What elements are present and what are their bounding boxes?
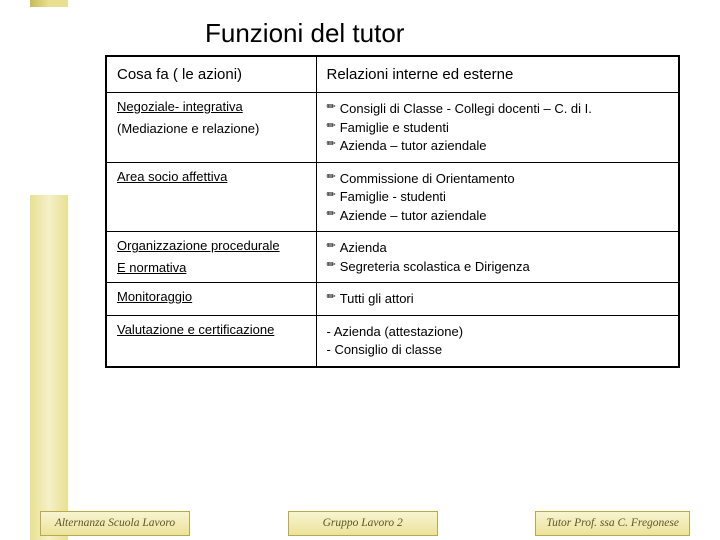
bullet-icon: ✏ <box>327 188 336 203</box>
table-header-col1: Cosa fa ( le azioni) <box>106 56 316 93</box>
sidebar-accent-top <box>30 0 68 7</box>
slide-title: Funzioni del tutor <box>205 18 404 49</box>
bullet-item: ✏ Consigli di Classe - Collegi docenti –… <box>327 100 669 118</box>
bullet-item: ✏ Azienda – tutor aziendale <box>327 137 669 155</box>
bullet-icon: ✏ <box>327 100 336 115</box>
left-line: (Mediazione e relazione) <box>117 121 306 136</box>
table-cell-right: ✏ Commissione di Orientamento✏ Famiglie … <box>316 162 679 232</box>
table-header-col2: Relazioni interne ed esterne <box>316 56 679 93</box>
table-cell-right: ✏ Consigli di Classe - Collegi docenti –… <box>316 93 679 163</box>
left-line: Area socio affettiva <box>117 169 306 184</box>
footer-right: Tutor Prof. ssa C. Fregonese <box>535 511 690 536</box>
left-line: E normativa <box>117 260 306 275</box>
left-line: Monitoraggio <box>117 289 306 304</box>
left-line: Valutazione e certificazione <box>117 322 306 337</box>
functions-table: Cosa fa ( le azioni)Relazioni interne ed… <box>105 55 680 368</box>
dash-item: - Azienda (attestazione) <box>327 323 669 341</box>
footer: Alternanza Scuola Lavoro Gruppo Lavoro 2… <box>40 511 690 536</box>
bullet-text: Consigli di Classe - Collegi docenti – C… <box>340 100 592 118</box>
bullet-icon: ✏ <box>327 119 336 134</box>
table-cell-left: Valutazione e certificazione <box>106 315 316 367</box>
dash-item: - Consiglio di classe <box>327 341 669 359</box>
bullet-icon: ✏ <box>327 239 336 254</box>
left-line: Negoziale- integrativa <box>117 99 306 114</box>
table-cell-left: Organizzazione procedurale E normativa <box>106 232 316 283</box>
bullet-text: Aziende – tutor aziendale <box>340 207 487 225</box>
bullet-text: Commissione di Orientamento <box>340 170 515 188</box>
bullet-item: ✏ Azienda <box>327 239 669 257</box>
bullet-item: ✏ Commissione di Orientamento <box>327 170 669 188</box>
bullet-item: ✏ Famiglie e studenti <box>327 119 669 137</box>
bullet-item: ✏ Tutti gli attori <box>327 290 669 308</box>
bullet-icon: ✏ <box>327 258 336 273</box>
bullet-icon: ✏ <box>327 207 336 222</box>
bullet-icon: ✏ <box>327 137 336 152</box>
bullet-item: ✏ Segreteria scolastica e Dirigenza <box>327 258 669 276</box>
footer-left: Alternanza Scuola Lavoro <box>40 511 190 536</box>
bullet-text: Azienda – tutor aziendale <box>340 137 487 155</box>
bullet-text: Famiglie e studenti <box>340 119 449 137</box>
table-cell-left: Negoziale- integrativa (Mediazione e rela… <box>106 93 316 163</box>
table-cell-left: Monitoraggio <box>106 283 316 316</box>
bullet-item: ✏ Aziende – tutor aziendale <box>327 207 669 225</box>
table-cell-left: Area socio affettiva <box>106 162 316 232</box>
bullet-text: Segreteria scolastica e Dirigenza <box>340 258 530 276</box>
bullet-text: Azienda <box>340 239 387 257</box>
left-line: Organizzazione procedurale <box>117 238 306 253</box>
table-cell-right: ✏ Azienda✏ Segreteria scolastica e Dirig… <box>316 232 679 283</box>
table-cell-right: - Azienda (attestazione)- Consiglio di c… <box>316 315 679 367</box>
footer-center: Gruppo Lavoro 2 <box>288 511 438 536</box>
bullet-text: Tutti gli attori <box>340 290 414 308</box>
bullet-text: Famiglie - studenti <box>340 188 446 206</box>
sidebar-accent <box>30 195 68 540</box>
bullet-icon: ✏ <box>327 170 336 185</box>
bullet-item: ✏ Famiglie - studenti <box>327 188 669 206</box>
table-cell-right: ✏ Tutti gli attori <box>316 283 679 316</box>
bullet-icon: ✏ <box>327 290 336 305</box>
